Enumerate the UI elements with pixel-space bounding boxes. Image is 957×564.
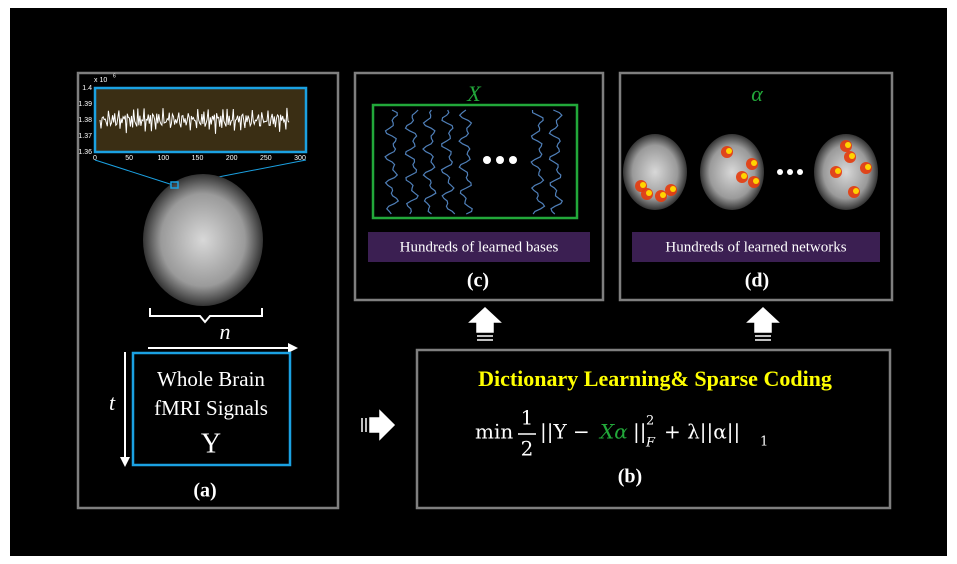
- x-tick-label: 250: [260, 155, 272, 162]
- caption: Hundreds of learned bases: [400, 239, 559, 255]
- y-tick-label: 1.39: [78, 101, 92, 108]
- formula: min: [475, 420, 513, 444]
- x-tick-label: 150: [192, 155, 204, 162]
- activation: [640, 182, 646, 188]
- axis-t: t: [109, 390, 116, 415]
- y-exponent-power: 6: [113, 73, 116, 79]
- activation: [853, 188, 859, 194]
- formula: 2: [646, 414, 654, 429]
- activation: [726, 148, 732, 154]
- y-tick-label: 1.36: [78, 149, 92, 156]
- activation: [670, 186, 676, 192]
- x-tick-label: 50: [125, 155, 133, 162]
- formula: 1: [760, 435, 768, 450]
- activation: [835, 168, 841, 174]
- network-brain: [700, 134, 764, 210]
- activation: [753, 178, 759, 184]
- formula: ||: [633, 420, 646, 445]
- symbol: α: [751, 81, 763, 106]
- y-tick-label: 1.38: [78, 117, 92, 124]
- y-tick-label: 1.4: [82, 85, 92, 92]
- formula: F: [645, 436, 656, 451]
- axis-n: n: [220, 319, 231, 344]
- y-exponent: x 10: [94, 77, 107, 84]
- panel-label: (d): [745, 270, 769, 292]
- box-text: Y: [201, 428, 221, 459]
- formula: 1: [521, 406, 534, 430]
- ellipsis: [483, 156, 517, 164]
- box-text: fMRI Signals: [154, 396, 268, 420]
- panel-label: (b): [618, 466, 642, 488]
- activation: [660, 192, 666, 198]
- formula: ||Y −: [540, 420, 590, 445]
- activation: [741, 173, 747, 179]
- y-tick-label: 1.37: [78, 133, 92, 140]
- caption: Hundreds of learned networks: [665, 239, 846, 255]
- formula: Xα: [598, 420, 628, 444]
- x-tick-label: 100: [157, 155, 169, 162]
- x-tick-label: 200: [226, 155, 238, 162]
- panel-label: (c): [467, 270, 489, 292]
- activation: [751, 160, 757, 166]
- activation: [646, 190, 652, 196]
- network-brain: [623, 134, 687, 210]
- box-text: Whole Brain: [157, 367, 265, 391]
- activation: [849, 153, 855, 159]
- panel-title: Dictionary Learning& Sparse Coding: [478, 366, 832, 391]
- activation: [865, 164, 871, 170]
- ellipsis: [777, 169, 803, 175]
- diagram: x 10 6 1.41.391.381.371.3605010015020025…: [0, 0, 957, 564]
- panel-label: (a): [193, 480, 216, 502]
- brain-image: [143, 174, 263, 306]
- activation: [845, 142, 851, 148]
- symbol: X: [466, 81, 482, 106]
- formula: 2: [521, 437, 534, 461]
- formula: + λ||α||: [664, 420, 740, 445]
